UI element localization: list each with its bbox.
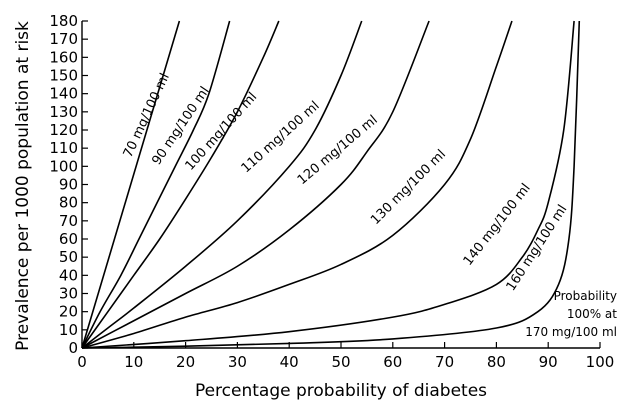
x-tick-label: 30 <box>228 353 247 371</box>
y-axis-title: Prevalence per 1000 population at risk <box>13 21 33 351</box>
y-tick-label: 30 <box>59 285 78 303</box>
y-tick-label: 10 <box>59 321 78 339</box>
x-tick-label: 100 <box>586 353 615 371</box>
series-line-70 <box>81 20 181 349</box>
y-tick-label: 160 <box>49 48 78 66</box>
y-tick-label: 100 <box>49 157 78 175</box>
x-axis-title: Percentage probability of diabetes <box>195 381 487 401</box>
y-tick-label: 90 <box>59 176 78 194</box>
x-tick-label: 40 <box>280 353 299 371</box>
y-tick-label: 140 <box>49 85 78 103</box>
y-tick-label: 20 <box>59 303 78 321</box>
curves <box>81 20 581 349</box>
y-tick-label: 0 <box>68 339 78 357</box>
series-label-130: 130 mg/100 ml <box>368 147 449 228</box>
series-line-110 <box>81 20 363 349</box>
series-line-100 <box>81 20 280 349</box>
annotation-line-3: 170 mg/100 ml <box>525 325 617 339</box>
x-tick-label: 80 <box>487 353 506 371</box>
x-tick-label: 90 <box>539 353 558 371</box>
y-tick-label: 180 <box>49 12 78 30</box>
series-line-130 <box>81 20 513 349</box>
y-tick-label: 110 <box>49 139 78 157</box>
y-tick-label: 40 <box>59 266 78 284</box>
x-tick-label: 0 <box>77 353 87 371</box>
axes: 0 10 20 30 40 50 60 70 80 90 100010203040506070809… <box>49 12 614 371</box>
y-tick-label: 150 <box>49 67 78 85</box>
x-tick-label: 50 <box>331 353 350 371</box>
y-tick-label: 170 <box>49 30 78 48</box>
x-tick-label: 20 <box>176 353 195 371</box>
x-tick-label: 70 <box>435 353 454 371</box>
series-line-120 <box>81 20 430 349</box>
y-tick-label: 120 <box>49 121 78 139</box>
x-tick-label: 60 <box>383 353 402 371</box>
annotation-line-2: 100% at <box>567 307 617 321</box>
y-tick-label: 70 <box>59 212 78 230</box>
y-tick-label: 130 <box>49 103 78 121</box>
y-tick-label: 50 <box>59 248 78 266</box>
series-line-90 <box>81 20 231 349</box>
series-line-140 <box>81 20 575 349</box>
annotation-note: Probability 100% at 170 mg/100 ml <box>525 289 617 339</box>
annotation-line-1: Probability <box>554 289 617 303</box>
y-tick-label: 80 <box>59 194 78 212</box>
series-line-160 <box>81 20 581 349</box>
y-tick-label: 60 <box>59 230 78 248</box>
x-tick-label: 10 <box>124 353 143 371</box>
